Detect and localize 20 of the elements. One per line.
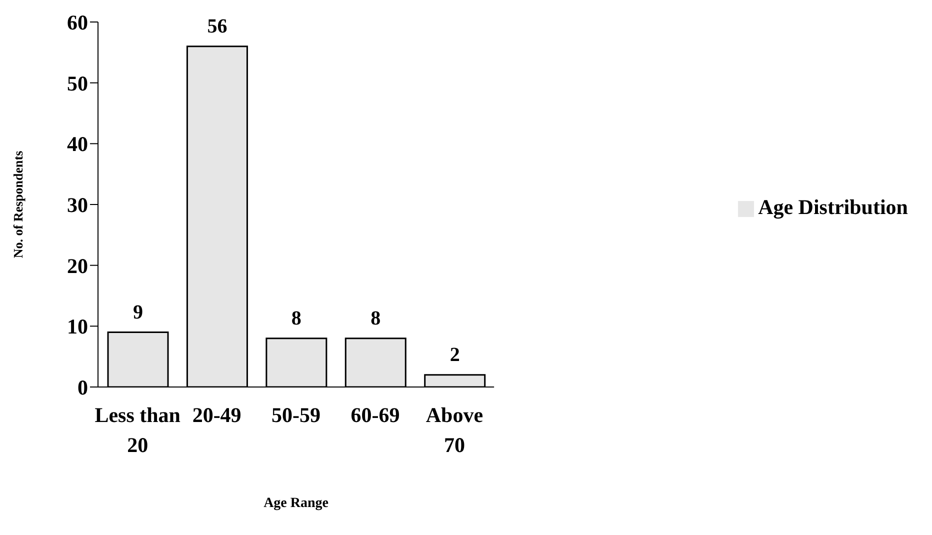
y-tick-label: 50 [67, 71, 88, 96]
x-axis-title: Age Range [264, 496, 328, 511]
y-tick-label: 30 [67, 192, 88, 217]
y-axis-title: No. of Respondents [10, 150, 26, 258]
y-tick-label: 10 [67, 314, 88, 339]
data-label: 9 [133, 301, 143, 324]
data-label: 8 [370, 307, 381, 330]
legend-label: Age Distribution [758, 195, 908, 219]
data-label: 2 [450, 344, 460, 366]
y-tick-label: 20 [67, 254, 88, 278]
data-label: 56 [207, 15, 228, 38]
x-tick-label: Less than 20 [94, 402, 181, 457]
y-tick-label: 60 [67, 10, 88, 34]
x-tick-label: 20-49 [192, 402, 242, 427]
data-label: 8 [291, 307, 302, 330]
x-tick-label: 50-59 [272, 402, 321, 427]
x-tick-label: Above 70 [426, 402, 484, 457]
y-tick-label: 40 [67, 132, 88, 156]
y-tick-label: 0 [78, 375, 88, 400]
x-tick-label: 60-69 [350, 402, 400, 427]
